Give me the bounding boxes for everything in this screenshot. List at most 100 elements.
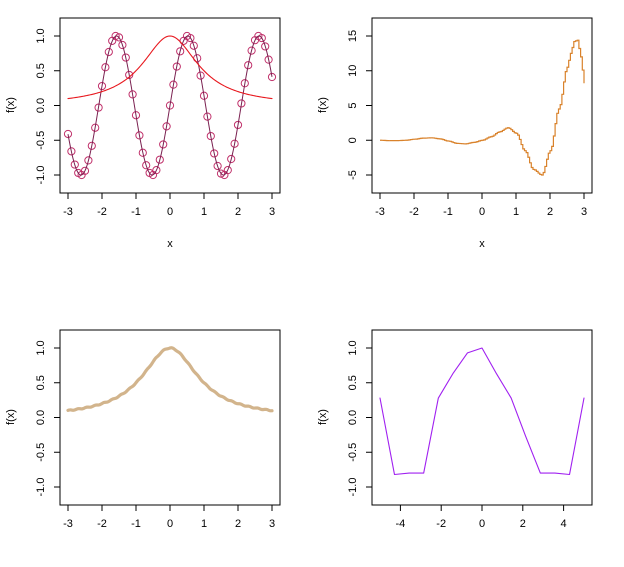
data-point xyxy=(186,33,195,43)
data-point xyxy=(189,41,198,50)
data-point xyxy=(125,70,134,80)
y-tick-label: -1.0 xyxy=(35,166,47,185)
panel-top-right: -3 -2 -1 0 1 2 3 -5 0 5 10 15 x f(x) xyxy=(317,17,593,250)
series-line xyxy=(379,347,585,476)
y-tick-label: 0.5 xyxy=(347,375,359,390)
data-point xyxy=(247,46,256,55)
data-point xyxy=(264,55,273,64)
plot-frame xyxy=(371,17,593,194)
y-tick-label: 0.0 xyxy=(347,410,359,425)
y-tick-label: 1.0 xyxy=(35,340,47,355)
step-line xyxy=(380,39,585,176)
data-point xyxy=(261,42,270,51)
x-tick-label: 1 xyxy=(201,518,207,530)
series-line xyxy=(67,35,273,100)
plot-frame xyxy=(371,329,593,506)
x-axis-label: x xyxy=(479,238,485,250)
x-axis: -4 -2 0 2 4 xyxy=(396,505,567,530)
y-tick-label: -0.5 xyxy=(35,443,47,462)
plot-frame xyxy=(59,329,281,506)
x-axis: -3 -2 -1 0 1 2 3 xyxy=(375,193,587,218)
x-tick-label: -4 xyxy=(396,518,406,530)
data-point xyxy=(230,139,239,148)
data-point xyxy=(114,33,124,42)
y-axis: -5 0 5 10 15 xyxy=(347,30,372,180)
data-point xyxy=(240,79,249,88)
series-line xyxy=(66,346,274,413)
plot-area xyxy=(63,31,277,180)
data-point xyxy=(97,81,107,91)
data-point xyxy=(257,33,266,43)
data-point xyxy=(176,47,185,56)
y-axis: -1.0 -0.5 0.0 0.5 1.0 xyxy=(35,340,60,496)
data-point xyxy=(128,90,137,99)
y-tick-label: -1.0 xyxy=(35,478,47,497)
data-point xyxy=(223,166,232,175)
x-tick-label: -2 xyxy=(97,206,107,218)
y-tick-label: 5 xyxy=(347,102,359,108)
data-point xyxy=(213,161,222,171)
y-tick-label: -0.5 xyxy=(347,443,359,462)
data-point xyxy=(91,123,100,132)
data-point xyxy=(203,112,212,121)
data-point xyxy=(84,156,93,165)
x-tick-label: -1 xyxy=(131,518,141,530)
sine-curve xyxy=(67,35,273,176)
x-axis-label: x xyxy=(167,238,173,250)
x-tick-label: 0 xyxy=(479,518,485,530)
x-tick-label: -3 xyxy=(375,206,385,218)
data-point xyxy=(210,149,219,158)
data-point xyxy=(142,161,151,170)
y-axis-label: f(x) xyxy=(317,97,329,113)
data-point xyxy=(165,101,175,110)
panel-bottom-left: -3 -2 -1 0 1 2 3 -1.0 -0.5 0.0 0.5 1.0 f(x) xyxy=(5,329,281,530)
y-axis-label: f(x) xyxy=(5,409,17,425)
x-tick-label: -3 xyxy=(63,206,73,218)
x-tick-label: -2 xyxy=(409,206,419,218)
y-tick-label: 1.0 xyxy=(347,340,359,355)
y-tick-label: -0.5 xyxy=(35,131,47,150)
data-point xyxy=(104,47,113,57)
plot-area xyxy=(66,346,274,413)
data-point xyxy=(227,154,236,164)
data-point xyxy=(152,166,161,175)
y-tick-label: -5 xyxy=(347,170,359,180)
y-tick-label: 0.5 xyxy=(35,63,47,78)
y-axis-label: f(x) xyxy=(317,409,329,425)
x-tick-label: -1 xyxy=(131,206,141,218)
y-tick-label: 0.0 xyxy=(35,98,47,113)
x-tick-label: 0 xyxy=(479,206,485,218)
data-point xyxy=(155,155,164,164)
y-tick-label: 0 xyxy=(347,137,359,143)
x-tick-label: -2 xyxy=(97,518,107,530)
panel-top-left: -3 -2 -1 0 1 2 3 -1.0 -0.5 0.0 0.5 1.0 x f(x) xyxy=(5,17,281,250)
y-tick-label: 15 xyxy=(347,30,359,42)
data-point xyxy=(159,140,168,149)
data-point xyxy=(172,62,181,71)
data-point xyxy=(67,147,76,156)
data-point xyxy=(162,122,171,131)
data-point xyxy=(138,148,147,157)
data-point xyxy=(169,80,178,89)
x-tick-label: 4 xyxy=(561,518,567,530)
y-axis: -1.0 -0.5 0.0 0.5 1.0 xyxy=(35,28,60,184)
x-tick-label: 3 xyxy=(269,518,275,530)
panel-bottom-right: -4 -2 0 2 4 -1.0 -0.5 0.0 0.5 1.0 f(x) xyxy=(317,329,593,530)
data-point xyxy=(118,40,127,50)
data-point xyxy=(135,131,144,140)
data-point xyxy=(121,53,130,62)
y-tick-label: 10 xyxy=(347,65,359,77)
y-tick-label: 0.0 xyxy=(35,410,47,425)
x-tick-label: 0 xyxy=(167,206,173,218)
data-point xyxy=(199,91,209,100)
x-tick-label: 3 xyxy=(581,206,587,218)
x-tick-label: 1 xyxy=(201,206,207,218)
x-tick-label: -3 xyxy=(63,518,73,530)
y-tick-label: 0.5 xyxy=(35,375,47,390)
y-axis: -1.0 -0.5 0.0 0.5 1.0 xyxy=(347,340,372,496)
data-point xyxy=(206,131,215,141)
y-tick-label: -1.0 xyxy=(347,478,359,497)
data-point xyxy=(131,111,141,120)
x-tick-label: 2 xyxy=(235,518,241,530)
